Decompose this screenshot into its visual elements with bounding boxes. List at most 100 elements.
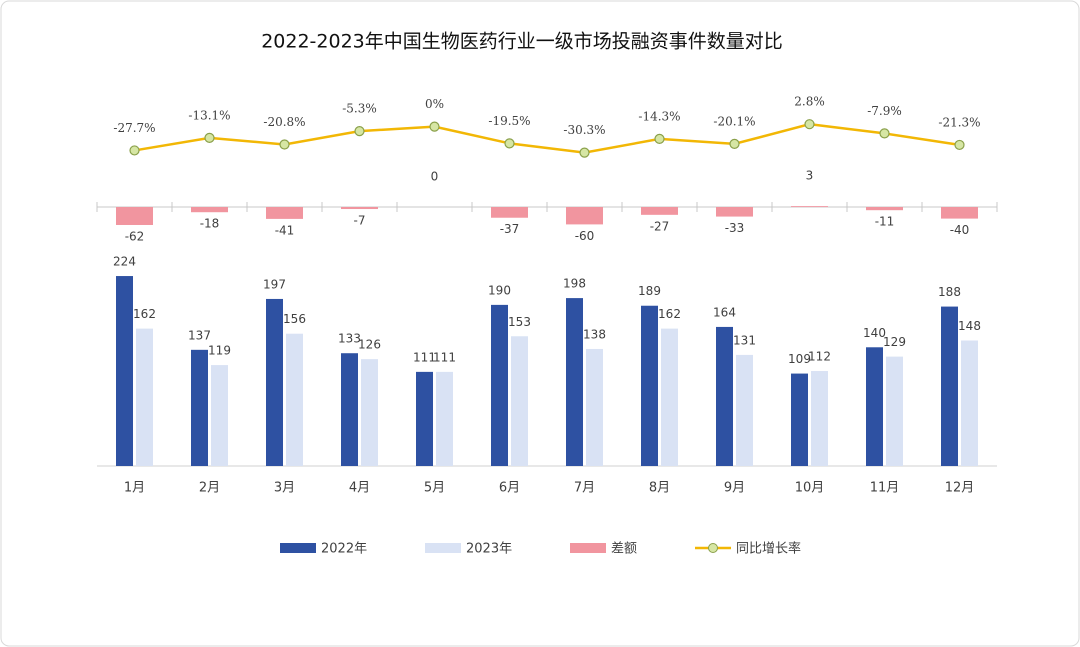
point xyxy=(729,138,740,149)
bar xyxy=(661,328,678,466)
point xyxy=(954,139,965,151)
bar xyxy=(341,207,378,210)
value-label: 164 xyxy=(713,305,736,319)
legend-swatch xyxy=(570,543,606,553)
bar xyxy=(341,353,358,466)
value-label: -37 xyxy=(500,222,520,236)
value-label: -7 xyxy=(354,214,366,228)
value-label: -20.1% xyxy=(713,114,755,128)
line xyxy=(134,122,960,154)
bar xyxy=(641,207,678,215)
point xyxy=(354,126,365,137)
bar xyxy=(641,305,658,466)
value-label: 197 xyxy=(263,277,286,291)
value-label: -5.3% xyxy=(342,102,377,116)
bar xyxy=(586,348,603,466)
value-label: 162 xyxy=(133,307,156,321)
bar xyxy=(811,371,828,466)
bar xyxy=(116,276,133,466)
value-label: -33 xyxy=(725,221,745,235)
value-label: 129 xyxy=(883,335,906,349)
bar xyxy=(736,354,753,466)
value-label: -40 xyxy=(950,223,970,237)
bar xyxy=(361,359,378,466)
value-label: 3 xyxy=(806,169,814,183)
value-label: 140 xyxy=(863,326,886,340)
value-label: 119 xyxy=(208,344,231,358)
value-label: -21.3% xyxy=(938,115,980,129)
value-label: 0 xyxy=(431,170,439,184)
bar xyxy=(716,326,733,466)
bar xyxy=(266,207,303,219)
bar xyxy=(491,304,508,466)
bar xyxy=(116,207,153,225)
value-label: -30.3% xyxy=(563,123,605,137)
value-label: -20.8% xyxy=(263,115,305,129)
value-label: -19.5% xyxy=(488,114,530,128)
x-tick-label: 10月 xyxy=(795,481,825,496)
value-label: 153 xyxy=(508,315,531,329)
value-label: 189 xyxy=(638,284,661,298)
bar xyxy=(211,365,228,466)
legend-swatch xyxy=(280,543,316,553)
bar xyxy=(436,371,453,466)
legend-marker xyxy=(708,543,718,553)
value-label: 138 xyxy=(583,327,606,341)
point xyxy=(204,132,215,143)
legend-swatch xyxy=(425,543,461,553)
bar xyxy=(191,349,208,466)
x-tick-label: 6月 xyxy=(499,481,520,496)
value-label: -13.1% xyxy=(188,108,230,122)
value-label: 188 xyxy=(938,285,961,299)
x-tick-label: 9月 xyxy=(724,481,745,496)
value-label: 156 xyxy=(283,312,306,326)
point xyxy=(804,119,815,130)
value-label: 198 xyxy=(563,277,586,291)
bar xyxy=(866,207,903,211)
point xyxy=(429,121,440,132)
value-label: -41 xyxy=(275,223,295,237)
bar xyxy=(941,207,978,219)
bar xyxy=(286,333,303,466)
x-tick-label: 7月 xyxy=(574,481,595,496)
value-label: -27 xyxy=(650,219,670,233)
bar xyxy=(136,328,153,466)
bar xyxy=(866,347,883,466)
value-label: 190 xyxy=(488,283,511,297)
value-label: -14.3% xyxy=(638,109,680,123)
value-label: 111 xyxy=(413,350,436,364)
value-label: 111 xyxy=(433,350,456,364)
legend-label: 2023年 xyxy=(466,542,512,557)
point xyxy=(129,145,140,156)
bar xyxy=(716,207,753,217)
value-label: 0% xyxy=(425,97,444,111)
legend-label: 差额 xyxy=(611,542,637,557)
bar xyxy=(941,306,958,466)
value-label: 112 xyxy=(808,350,831,364)
value-label: -62 xyxy=(125,229,145,243)
value-label: -18 xyxy=(200,217,220,231)
value-label: -60 xyxy=(575,229,595,243)
legend-label: 2022年 xyxy=(321,542,367,557)
x-tick-label: 8月 xyxy=(649,481,670,496)
value-label: 137 xyxy=(188,328,211,342)
x-tick-label: 12月 xyxy=(945,481,975,496)
bar xyxy=(416,371,433,466)
x-tick-label: 2月 xyxy=(199,481,220,496)
value-label: 133 xyxy=(338,332,361,346)
value-label: 162 xyxy=(658,307,681,321)
value-label: 126 xyxy=(358,338,381,352)
point xyxy=(279,139,290,150)
bar xyxy=(961,340,978,466)
point xyxy=(579,147,590,158)
bar xyxy=(566,298,583,466)
value-label: 109 xyxy=(788,352,811,366)
bar xyxy=(791,373,808,466)
value-label: -27.7% xyxy=(113,121,155,135)
bar xyxy=(266,298,283,466)
bar xyxy=(791,206,828,207)
point xyxy=(879,128,890,139)
value-label: 148 xyxy=(958,319,981,333)
